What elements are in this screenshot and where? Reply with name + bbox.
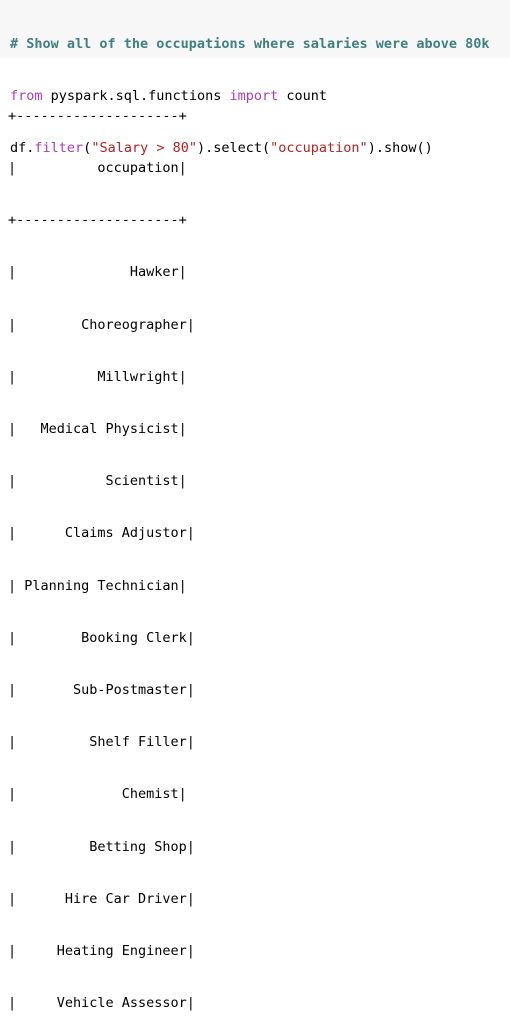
code-cell[interactable]: # Show all of the occupations where sala…: [0, 0, 510, 156]
module-name: pyspark.sql.functions: [42, 88, 230, 105]
table-row: | Sub-Postmaster|: [8, 682, 195, 699]
table-row: | Hire Car Driver|: [8, 890, 195, 907]
filter-argument: "Salary > 80": [91, 140, 197, 157]
select-argument: "occupation": [270, 140, 368, 157]
table-row: | Chemist|: [8, 786, 187, 803]
table-row: | Planning Technician|: [8, 577, 187, 594]
table-row: | Betting Shop|: [8, 838, 195, 855]
select-function: select(: [213, 140, 271, 157]
keyword-from: from: [10, 88, 43, 105]
code-call-line: df.filter("Salary > 80").select("occupat…: [10, 140, 490, 157]
call-close: ).: [196, 140, 214, 157]
table-border-top: +--------------------+: [8, 107, 187, 124]
table-row: | Vehicle Assessor|: [8, 995, 195, 1012]
filter-function: filter: [34, 140, 84, 157]
call-open: (: [83, 140, 92, 157]
code-comment: # Show all of the occupations where sala…: [10, 35, 490, 52]
table-row: | Shelf Filler|: [8, 734, 195, 751]
table-row: | Scientist|: [8, 473, 187, 490]
cell-output: +--------------------+ | occupation| +--…: [8, 73, 203, 1024]
code-editor[interactable]: # Show all of the occupations where sala…: [10, 1, 490, 192]
table-header: | occupation|: [8, 160, 187, 177]
call-suffix: ).show(): [367, 140, 433, 157]
keyword-import: import: [229, 88, 279, 105]
table-row: | Medical Physicist|: [8, 421, 187, 438]
table-row: | Heating Engineer|: [8, 943, 195, 960]
table-border-mid: +--------------------+: [8, 212, 187, 229]
import-name: count: [278, 88, 328, 105]
table-row: | Claims Adjustor|: [8, 525, 195, 542]
table-row: | Millwright|: [8, 368, 187, 385]
table-row: | Booking Clerk|: [8, 629, 195, 646]
table-row: | Hawker|: [8, 264, 187, 281]
call-prefix: df.: [10, 140, 35, 157]
table-row: | Choreographer|: [8, 316, 195, 333]
code-import-line: from pyspark.sql.functions import count: [10, 88, 490, 105]
